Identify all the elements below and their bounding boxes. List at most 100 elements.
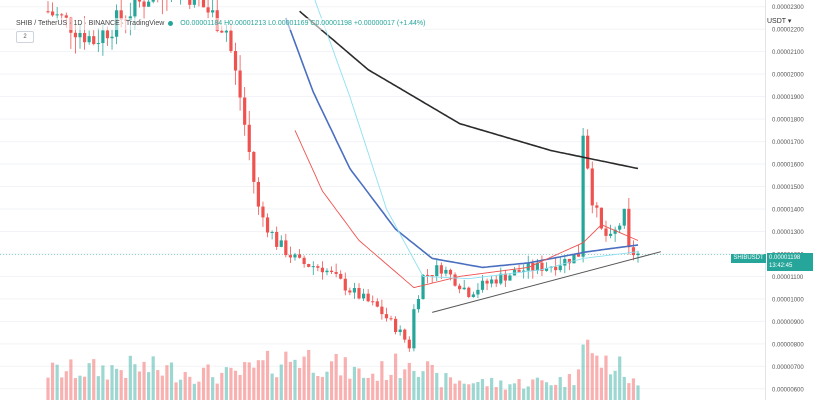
candle-body[interactable] [590,168,594,206]
candle-body[interactable] [361,293,366,299]
candle-body[interactable] [503,273,507,281]
candle-body[interactable] [119,10,123,20]
candle-body[interactable] [142,1,146,7]
candle-body[interactable] [412,309,416,349]
candle-body[interactable] [110,36,114,39]
candle-body[interactable] [211,10,215,13]
candle-body[interactable] [485,280,489,284]
candle-body[interactable] [444,269,448,274]
indicators-toggle[interactable]: 2 [16,31,34,43]
candle-body[interactable] [105,30,110,39]
candle-body[interactable] [206,7,210,13]
candle-body[interactable] [618,225,622,230]
candle-body[interactable] [558,265,562,271]
candle-body[interactable] [567,258,571,264]
candle-body[interactable] [201,0,206,8]
candle-body[interactable] [622,208,626,226]
candle-body[interactable] [544,267,549,271]
candle-body[interactable] [471,294,475,297]
candle-body[interactable] [613,229,617,234]
candle-body[interactable] [448,269,453,275]
candle-body[interactable] [192,0,196,5]
candle-body[interactable] [334,272,338,274]
candle-body[interactable] [380,306,384,315]
candle-body[interactable] [270,231,274,233]
candle-body[interactable] [316,266,320,268]
candle-body[interactable] [329,270,334,273]
candle-body[interactable] [517,269,521,272]
candle-body[interactable] [343,278,347,291]
candle-body[interactable] [307,264,311,267]
candle-body[interactable] [393,318,398,333]
candle-body[interactable] [64,15,68,18]
candle-body[interactable] [220,30,224,33]
candle-body[interactable] [133,0,137,17]
candle-body[interactable] [92,36,96,45]
candle-body[interactable] [325,270,329,273]
candle-body[interactable] [554,266,558,271]
candle-body[interactable] [96,43,100,45]
candle-body[interactable] [467,287,471,297]
candle-body[interactable] [288,255,293,258]
candle-body[interactable] [256,181,260,207]
candle-body[interactable] [233,51,238,71]
candle-body[interactable] [188,0,192,5]
candle-body[interactable] [261,206,265,218]
candle-body[interactable] [563,258,567,266]
candle-body[interactable] [586,135,590,169]
currency-selector[interactable]: USDT ▾ [767,18,792,25]
candle-body[interactable] [371,301,375,303]
candle-body[interactable] [348,290,352,293]
price-axis[interactable]: 0.00002300 0.00002200 0.00002100 0.00002000… [772,5,804,393]
candle-body[interactable] [627,208,631,248]
candle-body[interactable] [87,36,91,43]
candle-body[interactable] [608,233,613,236]
candle-body[interactable] [435,265,439,277]
candle-body[interactable] [252,151,256,182]
candle-body[interactable] [50,11,55,16]
candle-body[interactable] [494,279,498,284]
candle-body[interactable] [275,231,279,247]
candle-body[interactable] [522,270,526,272]
candle-body[interactable] [279,240,283,247]
candle-body[interactable] [526,262,530,271]
candle-body[interactable] [403,329,407,340]
candle-body[interactable] [595,205,599,208]
candle-body[interactable] [46,11,50,13]
candle-body[interactable] [311,266,315,268]
candle-body[interactable] [265,217,270,233]
candle-body[interactable] [147,1,151,7]
candle-body[interactable] [480,280,485,290]
candle-body[interactable] [229,30,233,52]
candle-body[interactable] [384,314,389,319]
trendline-layer[interactable] [432,251,661,313]
candle-body[interactable] [352,288,357,293]
candle-body[interactable] [499,273,503,284]
candle-body[interactable] [490,279,494,284]
candle-body[interactable] [416,299,421,310]
candle-body[interactable] [320,267,325,273]
candle-body[interactable] [581,135,585,257]
candle-body[interactable] [636,253,640,256]
candle-body[interactable] [297,254,302,258]
candle-body[interactable] [421,274,425,300]
candle-body[interactable] [375,301,379,307]
candle-body[interactable] [339,273,343,279]
candle-body[interactable] [426,274,430,276]
candle-body[interactable] [631,247,636,256]
candle-body[interactable] [398,329,402,333]
candle-body[interactable] [462,287,466,290]
candle-body[interactable] [302,257,306,265]
candle-body[interactable] [357,288,361,299]
candle-body[interactable] [439,265,443,274]
candle-body[interactable] [293,254,297,258]
candle-body[interactable] [247,124,251,152]
candle-body[interactable] [430,274,434,277]
candle-body[interactable] [453,274,457,286]
candle-body[interactable] [101,30,105,44]
candle-body[interactable] [540,262,544,271]
candle-body[interactable] [224,30,228,33]
candle-body[interactable] [576,254,581,257]
candle-body[interactable] [366,293,370,302]
